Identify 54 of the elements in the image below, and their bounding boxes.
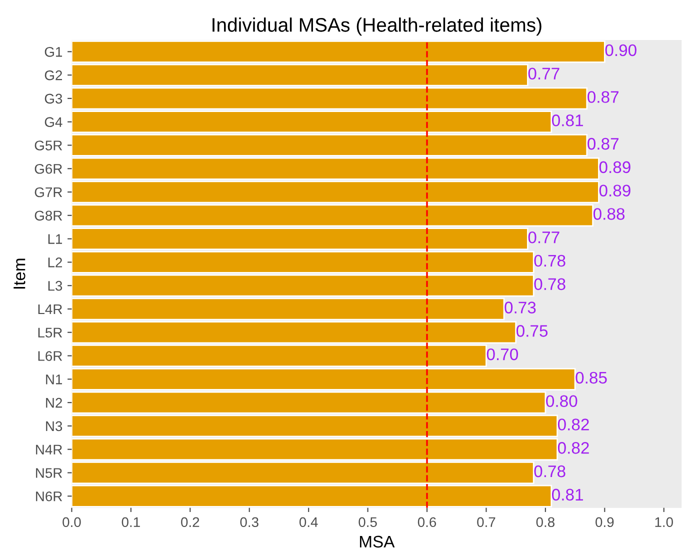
data-label: 0.77 [528,231,560,244]
data-label: 0.87 [588,91,618,103]
y-tick-label: G3 [44,94,62,104]
data-label: 0.73 [504,302,536,314]
y-tick-label: L1 [48,234,62,244]
data-label: 0.89 [599,161,630,174]
x-tick-label: 0.8 [536,517,554,528]
y-tick-label: L6R [38,351,62,361]
y-tick-label: G8R [34,210,62,221]
y-tick-label: G2 [44,70,62,80]
y-tick-label: G1 [44,46,62,57]
chart-title: Individual MSAs (Health-related items) [212,18,542,36]
data-label: 0.88 [593,208,625,220]
y-tick-label: G6R [34,164,62,174]
data-label: 0.78 [534,254,566,267]
data-label: 0.90 [605,44,636,56]
x-tick-label: 0.6 [418,517,436,528]
x-tick-label: 0.4 [299,517,318,528]
x-axis-title: MSA [360,536,395,548]
data-label: 0.81 [552,488,583,501]
data-label: 0.89 [599,184,630,196]
y-tick-label: L2 [48,258,62,268]
y-axis-title: Item [14,258,26,289]
x-tick-label: 1.0 [655,517,673,528]
data-label: 0.78 [534,465,566,478]
data-label: 0.81 [552,114,583,126]
data-label: 0.77 [528,68,560,80]
y-tick-label: G7R [34,187,62,198]
y-tick-label: L3 [48,280,62,291]
data-label: 0.70 [486,348,518,360]
data-label: 0.78 [534,278,566,290]
y-tick-label: G4 [44,117,62,128]
data-label: 0.82 [558,442,589,454]
y-tick-label: N4R [36,444,62,454]
x-tick-label: 0.1 [122,517,140,528]
x-tick-label: 0.9 [596,517,614,528]
y-tick-label: N2 [46,398,62,408]
x-tick-label: 0.7 [477,517,496,528]
data-label: 0.87 [588,138,618,150]
x-tick-label: 0.0 [62,517,81,528]
y-tick-label: G5R [34,140,62,150]
x-tick-label: 0.2 [181,517,200,528]
y-tick-label: N3 [46,421,62,432]
data-label: 0.80 [546,395,578,408]
y-tick-label: N5R [36,468,62,478]
y-tick-label: L4R [38,304,62,314]
y-tick-label: L5R [38,328,62,338]
data-label: 0.75 [516,325,548,337]
y-tick-label: N6R [36,491,62,502]
data-label: 0.85 [576,372,607,384]
x-tick-label: 0.3 [240,517,258,528]
x-tick-label: 0.5 [358,517,377,528]
y-tick-label: N1 [46,374,62,384]
data-label: 0.82 [558,418,589,430]
